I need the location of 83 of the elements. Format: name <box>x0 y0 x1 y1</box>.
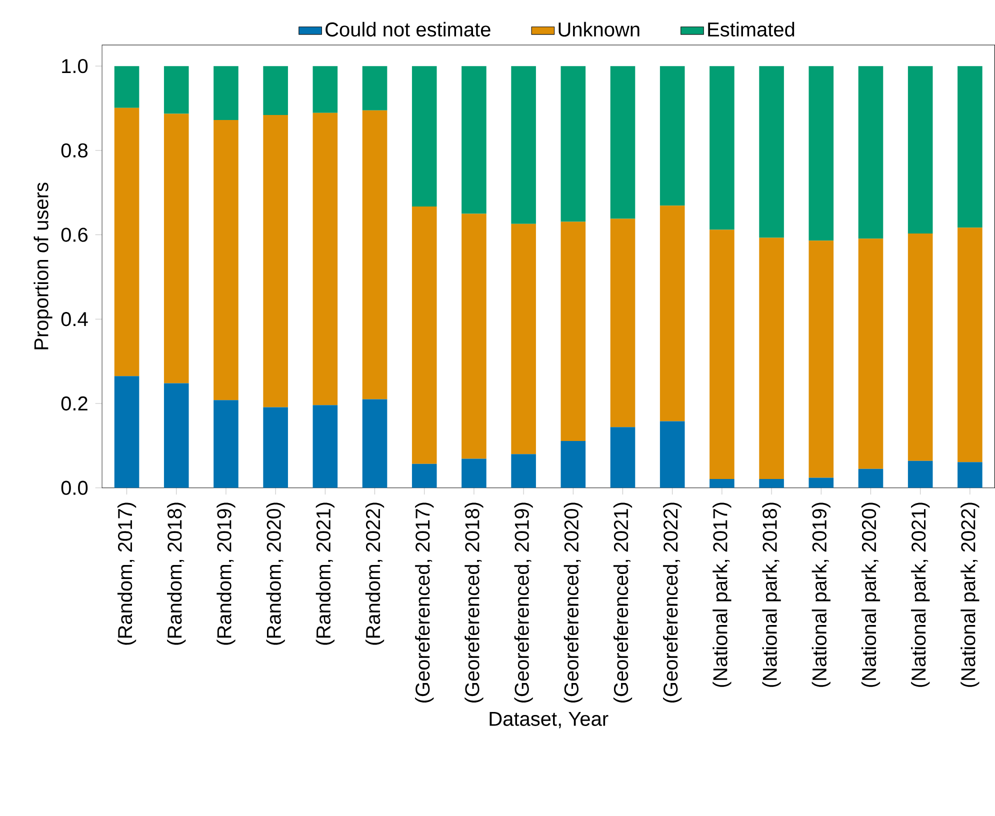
bar <box>462 214 486 459</box>
x-tick-label: (Georeferenced, 2017) <box>415 502 434 703</box>
y-tick-label: 0.0 <box>61 480 88 496</box>
bar <box>808 240 834 478</box>
bar <box>362 66 388 110</box>
bar <box>759 66 784 238</box>
bar <box>958 66 982 228</box>
legend-label: Unknown <box>558 22 640 37</box>
bar <box>511 224 536 454</box>
bar <box>214 400 238 488</box>
y-tick-label: 0.8 <box>61 143 88 158</box>
x-tick-label: (National park, 2021) <box>911 502 930 688</box>
x-tick-label: (Random, 2017) <box>117 502 136 645</box>
bar <box>660 206 685 422</box>
y-tick-label: 0.2 <box>61 396 88 411</box>
bar <box>908 66 933 234</box>
bar <box>710 66 734 230</box>
bar <box>164 114 189 384</box>
bar <box>858 238 884 469</box>
bar <box>858 468 884 488</box>
bar <box>660 66 685 206</box>
bar <box>560 66 586 222</box>
bar <box>710 479 734 488</box>
bar <box>312 66 338 113</box>
bar <box>908 460 933 488</box>
bar <box>214 120 238 400</box>
bar <box>908 234 933 461</box>
x-tick-label: (Random, 2020) <box>266 502 285 645</box>
bar <box>462 66 486 214</box>
x-tick-label: (Random, 2018) <box>167 502 186 645</box>
bar <box>362 399 388 488</box>
bar <box>312 112 338 406</box>
bar <box>312 405 338 488</box>
x-tick-label: (Georeferenced, 2019) <box>514 502 533 703</box>
x-tick-label: (Random, 2021) <box>316 502 334 645</box>
bar <box>511 454 536 488</box>
x-tick-label: (Random, 2019) <box>216 502 236 645</box>
bar <box>560 222 586 442</box>
x-axis-title: Dataset, Year <box>490 712 608 728</box>
bar <box>114 108 140 376</box>
bar <box>362 110 388 400</box>
bar <box>263 407 288 488</box>
bar <box>263 66 288 116</box>
legend-label: Could not estimate <box>326 22 490 37</box>
x-tick-label: (National park, 2022) <box>960 502 980 688</box>
bar <box>511 66 536 224</box>
y-tick-label: 0.6 <box>61 228 88 242</box>
x-tick-label: (National park, 2018) <box>762 502 781 688</box>
x-tick-label: (National park, 2020) <box>861 502 880 688</box>
y-tick-label: 0.4 <box>61 312 88 326</box>
bar <box>114 66 140 108</box>
bar <box>858 66 884 239</box>
bar <box>710 230 734 480</box>
x-tick-label: (National park, 2019) <box>812 502 830 688</box>
bar <box>660 421 685 488</box>
bar <box>560 441 586 488</box>
bar <box>759 479 784 488</box>
bar <box>808 478 834 488</box>
x-tick-label: (Georeferenced, 2021) <box>613 502 632 703</box>
x-tick-label: (Georeferenced, 2018) <box>464 502 484 703</box>
bar <box>759 238 784 480</box>
bar <box>164 66 189 114</box>
bar <box>958 462 982 488</box>
bar <box>610 66 636 219</box>
x-tick-label: (National park, 2017) <box>712 502 732 688</box>
bar <box>610 218 636 428</box>
bar <box>958 228 982 462</box>
bar <box>412 464 437 488</box>
bar <box>610 427 636 488</box>
bar <box>808 66 834 241</box>
legend-label: Estimated <box>708 22 794 37</box>
bar <box>164 383 189 488</box>
bar <box>114 376 140 488</box>
y-tick-label: 1.0 <box>62 59 88 74</box>
x-tick-label: (Georeferenced, 2020) <box>564 502 582 703</box>
x-tick-label: (Georeferenced, 2022) <box>663 502 682 703</box>
bar <box>412 66 437 207</box>
bar <box>412 206 437 464</box>
bar <box>214 66 238 120</box>
bar <box>263 115 288 408</box>
x-tick-label: (Random, 2022) <box>365 502 384 645</box>
bar <box>462 458 486 488</box>
y-axis-title: Proportion of users <box>34 182 52 350</box>
